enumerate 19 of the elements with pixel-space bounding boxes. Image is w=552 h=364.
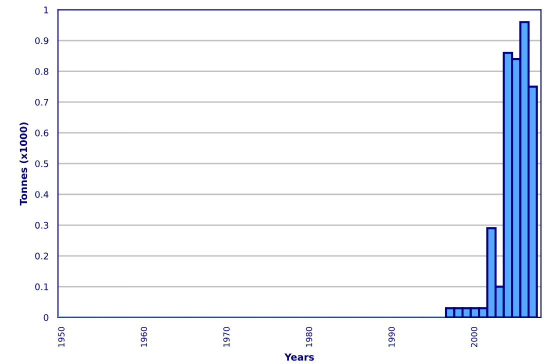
y-tick-label: 0.4	[35, 191, 48, 198]
x-tick-label: 1990	[388, 326, 395, 347]
y-tick-label: 0.1	[35, 283, 48, 290]
y-tick-label: 0.7	[35, 98, 48, 106]
x-tick-label: 1970	[223, 326, 230, 347]
x-tick-label: 2000	[471, 326, 478, 348]
x-tick-label: 1980	[306, 326, 312, 347]
x-axis-title: Years	[284, 354, 314, 361]
y-tick-label: 0.8	[35, 68, 48, 75]
y-tick-label: 0.3	[35, 222, 48, 229]
y-tick-label: 0.5	[35, 160, 48, 168]
y-axis-title: Tonnes (x1000)	[20, 122, 28, 206]
x-tick-label: 1960	[140, 326, 148, 347]
y-tick-label: 0.2	[35, 252, 48, 260]
y-tick-label: 0	[44, 314, 48, 321]
y-tick-label: 0.6	[35, 130, 48, 136]
y-tick-label: 0.9	[35, 37, 48, 44]
y-tick-label: 1	[44, 6, 48, 14]
x-tick-label: 1950	[58, 326, 65, 347]
